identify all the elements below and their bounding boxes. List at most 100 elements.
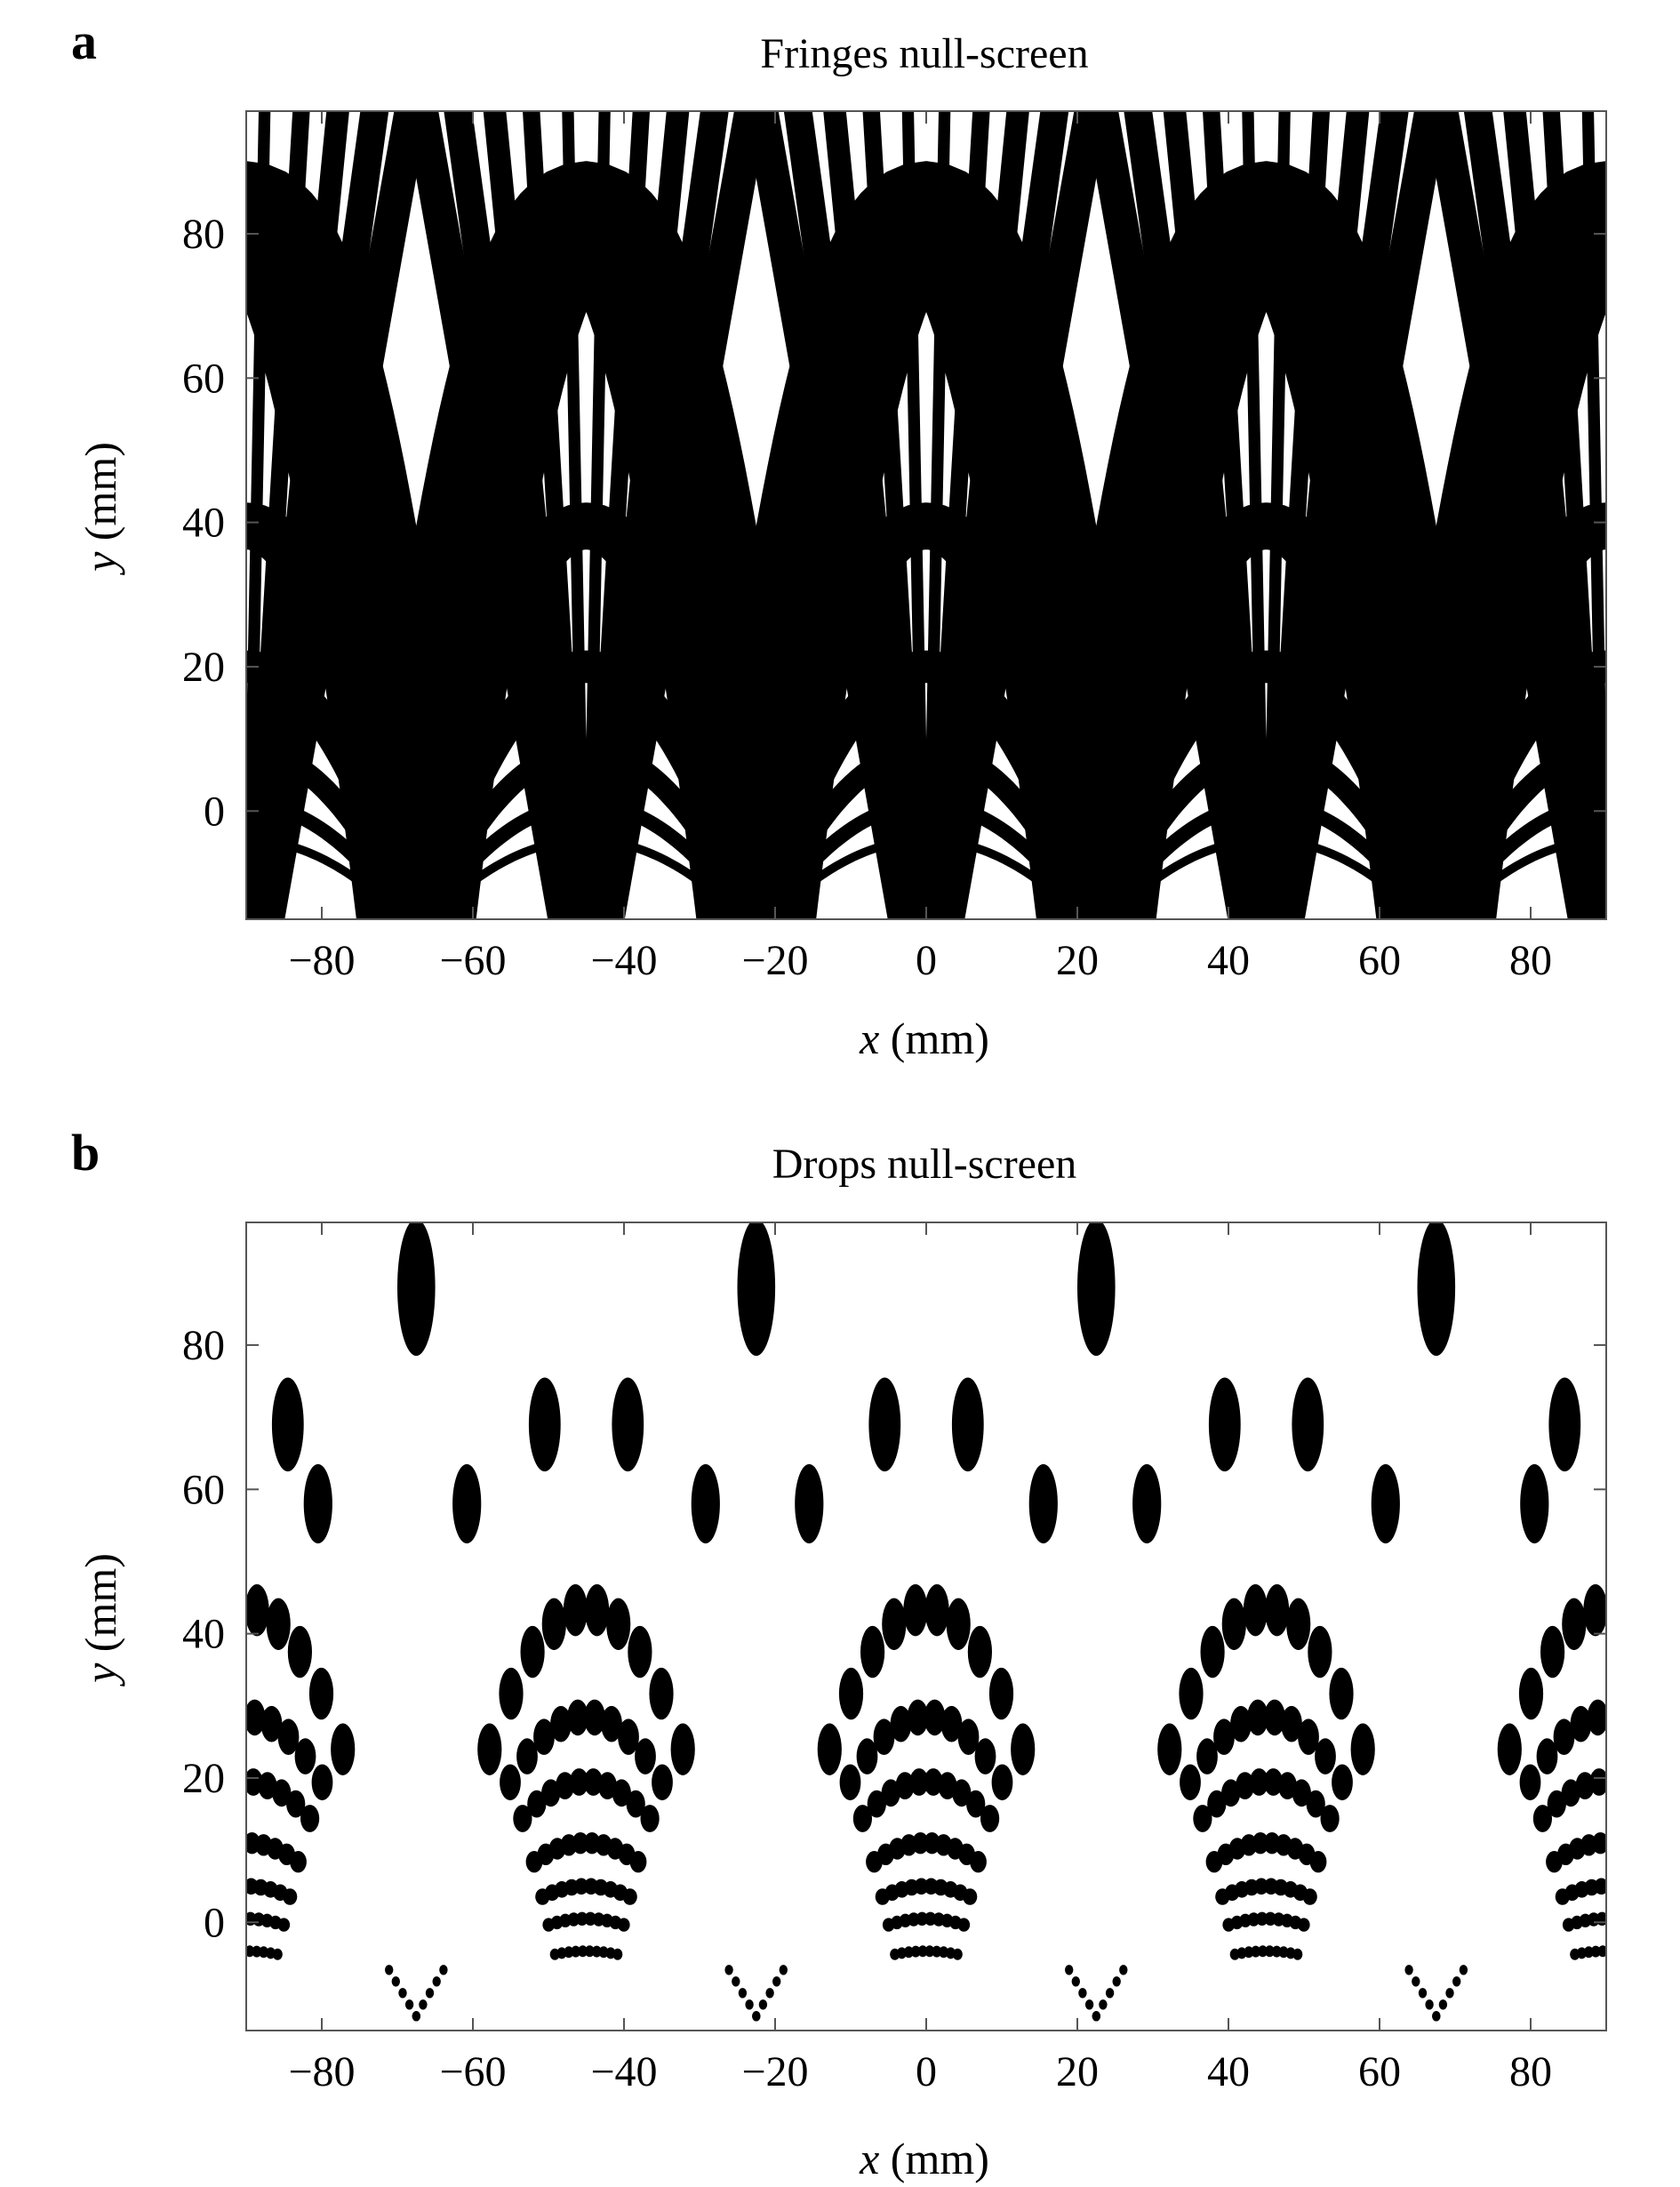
- fringe-radial: [582, 111, 611, 919]
- drop: [1105, 1988, 1115, 1999]
- fringe-radial: [1622, 83, 1680, 949]
- drop: [260, 1705, 283, 1742]
- drop: [567, 1699, 588, 1736]
- x-tick-label: −40: [590, 937, 657, 984]
- drop: [980, 1805, 1000, 1832]
- drop: [1193, 1805, 1212, 1832]
- y-tick-label: 20: [182, 1755, 225, 1802]
- drop: [1315, 1738, 1336, 1774]
- drop: [1638, 1718, 1660, 1755]
- fringe-arc: [1039, 161, 1493, 919]
- drop-large: [612, 1377, 644, 1472]
- drop: [670, 1723, 695, 1775]
- drop: [283, 1888, 298, 1905]
- drop-large: [1132, 1463, 1162, 1544]
- y-tick-label: 20: [182, 644, 225, 691]
- plot-area-a: [246, 83, 1680, 949]
- drop: [246, 1598, 248, 1622]
- drop: [1306, 1790, 1325, 1818]
- drop: [398, 1988, 407, 1999]
- drop: [628, 1625, 652, 1678]
- drop-large: [1548, 1377, 1581, 1472]
- y-ticks-b: 0 20 40 60 80: [182, 1322, 1606, 1946]
- drop: [1615, 1834, 1632, 1855]
- x-tick-label: −60: [439, 2048, 506, 2095]
- x-tick-label: 80: [1509, 937, 1552, 984]
- drop: [1660, 1805, 1679, 1832]
- fringe-radial: [523, 111, 588, 919]
- drop: [940, 1705, 963, 1742]
- drop: [917, 1945, 928, 1958]
- drop-large: [271, 1377, 304, 1472]
- x-tick-label: 40: [1207, 2048, 1250, 2095]
- drop: [1589, 1768, 1606, 1796]
- fringe-radial: [1604, 893, 1606, 919]
- drop: [1669, 1668, 1680, 1719]
- fringe-radial: [1503, 111, 1606, 919]
- drop: [1638, 1844, 1655, 1865]
- fringe-arc: [246, 161, 473, 919]
- drop: [246, 1584, 269, 1637]
- drop: [533, 1718, 555, 1755]
- drop: [477, 1723, 502, 1775]
- drop: [1264, 1945, 1275, 1958]
- drop: [635, 1738, 656, 1774]
- x-axis-label-a: x (mm): [859, 1013, 989, 1063]
- drop: [584, 1945, 595, 1958]
- drop: [1445, 1988, 1454, 1999]
- chart-title-a: Fringes null-screen: [760, 30, 1088, 77]
- drop: [732, 1976, 740, 1987]
- fringe-radial: [922, 111, 951, 919]
- drop: [873, 1718, 895, 1755]
- drop: [1497, 1723, 1522, 1775]
- drop: [1638, 1918, 1651, 1931]
- drop: [1179, 1667, 1204, 1720]
- drop: [194, 1718, 215, 1755]
- fringe-radial: [483, 111, 586, 919]
- drop-large: [795, 1463, 824, 1544]
- drop: [1236, 1772, 1255, 1799]
- drop: [516, 1738, 538, 1774]
- drop: [988, 1667, 1014, 1720]
- drop: [1092, 2011, 1101, 2022]
- drop: [779, 1965, 788, 1975]
- drop: [300, 1805, 320, 1832]
- drop-large: [1292, 1377, 1324, 1472]
- drop: [1249, 1768, 1269, 1796]
- drop: [1604, 1706, 1606, 1729]
- drop: [225, 1879, 239, 1896]
- drop: [881, 1779, 900, 1807]
- drop: [1540, 1625, 1565, 1678]
- drop: [1157, 1723, 1182, 1775]
- drop: [1547, 1790, 1566, 1818]
- drop: [916, 1911, 929, 1926]
- drop: [1623, 1881, 1637, 1898]
- drop: [924, 1699, 946, 1736]
- drop: [991, 1764, 1013, 1801]
- drop: [1084, 1999, 1094, 2010]
- drop: [890, 1705, 912, 1742]
- drop: [571, 1945, 581, 1958]
- drop: [210, 1949, 220, 1960]
- drop-large: [1520, 1463, 1549, 1544]
- drop: [272, 1948, 283, 1960]
- drop: [211, 1706, 232, 1742]
- drop-large: [303, 1463, 332, 1544]
- drop-large: [1371, 1463, 1400, 1544]
- drop: [541, 1598, 566, 1651]
- drop: [500, 1764, 521, 1801]
- y-tick-label: 40: [182, 500, 225, 547]
- x-tick-label: −60: [439, 937, 506, 984]
- drop: [419, 1999, 428, 2010]
- x-tick-label: −80: [288, 937, 355, 984]
- drop: [1071, 1976, 1081, 1987]
- drop: [924, 1945, 935, 1958]
- drop: [1619, 1946, 1628, 1958]
- drop: [527, 1790, 547, 1818]
- drop: [266, 1598, 291, 1651]
- x-tick-label: −20: [741, 2048, 808, 2095]
- drop: [1632, 1779, 1651, 1806]
- drop: [246, 1699, 266, 1736]
- drop: [1575, 1772, 1595, 1799]
- drop: [924, 1584, 949, 1637]
